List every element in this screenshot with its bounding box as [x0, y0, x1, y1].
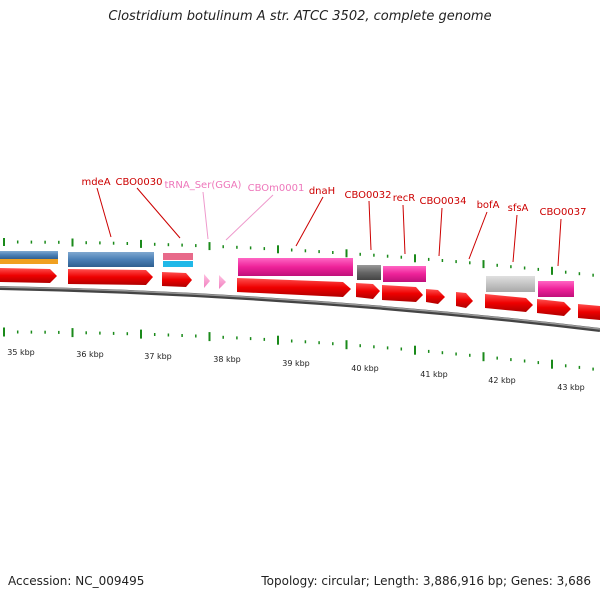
rna-arrow[interactable] [204, 274, 210, 288]
gene-label-sfsA[interactable]: sfsA [508, 203, 529, 214]
feature-bar[interactable] [163, 261, 193, 267]
kbp-label: 41 kbp [420, 370, 448, 379]
kbp-label: 39 kbp [282, 359, 310, 368]
label-leader [225, 194, 274, 241]
label-leader [96, 187, 112, 238]
cds-arrow[interactable] [485, 294, 533, 312]
cds-arrow[interactable] [456, 292, 473, 308]
label-leader [136, 187, 181, 239]
outer-tick-track [3, 238, 594, 277]
feature-track-1 [0, 251, 574, 297]
kbp-scale: 35 kbp 36 kbp 37 kbp 38 kbp 39 kbp 40 kb… [7, 348, 585, 392]
rna-label-tRNA_Ser[interactable]: tRNA_Ser(GGA) [165, 180, 242, 191]
feature-bar[interactable] [538, 281, 574, 297]
cds-arrow[interactable] [382, 285, 423, 302]
cds-track [0, 268, 600, 320]
gene-label-CBO0030[interactable]: CBO0030 [116, 177, 163, 188]
kbp-label: 35 kbp [7, 348, 35, 357]
feature-bar[interactable] [383, 266, 426, 282]
kbp-label: 36 kbp [76, 350, 104, 359]
label-leader [368, 200, 372, 251]
label-leader [468, 211, 488, 260]
label-leader [295, 196, 324, 247]
feature-bar[interactable] [238, 258, 353, 276]
cds-arrow[interactable] [237, 278, 351, 297]
feature-bar[interactable] [486, 276, 535, 292]
inner-tick-track [3, 327, 594, 371]
genome-summary-text: Topology: circular; Length: 3,886,916 bp… [261, 574, 591, 588]
kbp-label: 40 kbp [351, 364, 379, 373]
label-leader [512, 214, 518, 263]
feature-labels: mdeA CBO0030 tRNA_Ser(GGA) CBOm0001 dnaH… [81, 177, 587, 267]
feature-bar[interactable] [68, 252, 154, 267]
cds-arrow[interactable] [426, 289, 445, 304]
gene-label-recR[interactable]: recR [393, 193, 416, 204]
feature-bar[interactable] [0, 259, 58, 264]
genome-backbone [0, 286, 600, 332]
cds-arrow[interactable] [578, 304, 600, 320]
kbp-label: 37 kbp [144, 352, 172, 361]
label-leader [438, 207, 443, 257]
rna-label-CBOm0001[interactable]: CBOm0001 [248, 183, 305, 194]
cds-arrow[interactable] [0, 268, 57, 283]
gene-label-CBO0037[interactable]: CBO0037 [540, 207, 587, 218]
label-leader [557, 218, 562, 267]
gene-label-CBO0032[interactable]: CBO0032 [345, 190, 392, 201]
label-leader [402, 204, 406, 255]
feature-bar[interactable] [163, 253, 193, 260]
gene-label-bofA[interactable]: bofA [477, 200, 500, 211]
kbp-label: 43 kbp [557, 383, 585, 392]
gene-label-mdeA[interactable]: mdeA [81, 177, 110, 188]
gene-label-CBO0034[interactable]: CBO0034 [420, 196, 467, 207]
gene-label-dnaH[interactable]: dnaH [309, 186, 335, 197]
label-leader [202, 191, 209, 240]
cds-arrow[interactable] [68, 269, 153, 285]
accession-text: Accession: NC_009495 [8, 574, 145, 588]
feature-bar[interactable] [357, 265, 381, 280]
genome-title: Clostridium botulinum A str. ATCC 3502, … [108, 9, 492, 24]
feature-bar[interactable] [0, 251, 58, 259]
rna-arrow[interactable] [219, 275, 226, 289]
cds-arrow[interactable] [356, 283, 380, 299]
cds-arrow[interactable] [537, 299, 571, 316]
cds-arrow[interactable] [162, 272, 192, 287]
kbp-label: 42 kbp [488, 376, 516, 385]
kbp-label: 38 kbp [213, 355, 241, 364]
